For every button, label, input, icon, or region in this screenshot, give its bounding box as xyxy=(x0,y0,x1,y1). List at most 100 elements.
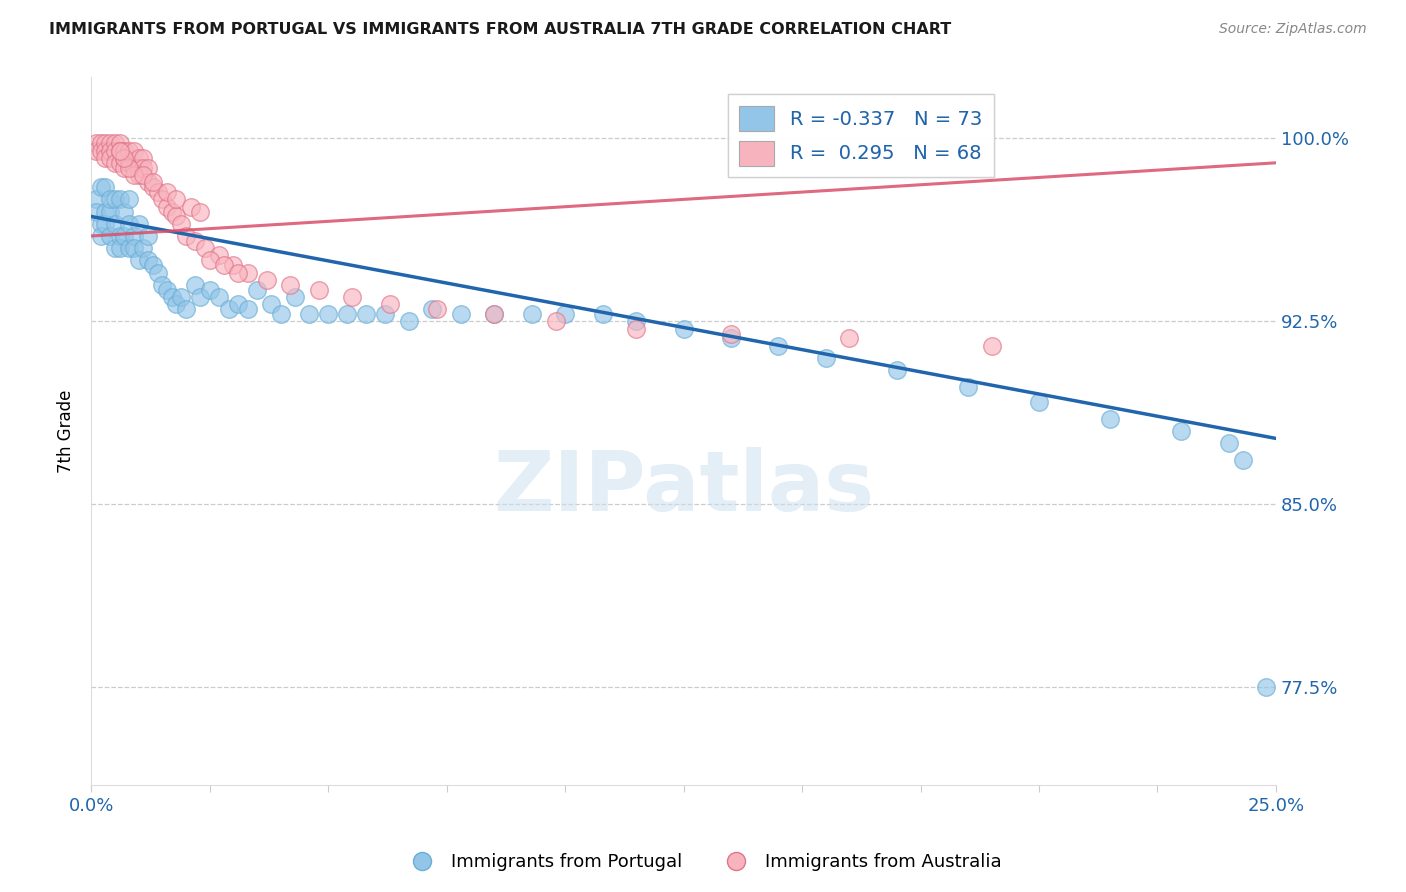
Point xyxy=(226,266,249,280)
Point xyxy=(136,161,159,175)
Point xyxy=(838,331,860,345)
Point xyxy=(624,314,647,328)
Point xyxy=(104,156,127,170)
Text: IMMIGRANTS FROM PORTUGAL VS IMMIGRANTS FROM AUSTRALIA 7TH GRADE CORRELATION CHAR: IMMIGRANTS FROM PORTUGAL VS IMMIGRANTS F… xyxy=(49,22,952,37)
Point xyxy=(118,217,141,231)
Point xyxy=(84,144,107,158)
Point xyxy=(184,277,207,292)
Point xyxy=(212,258,235,272)
Point xyxy=(112,229,135,244)
Point xyxy=(142,258,165,272)
Point xyxy=(128,151,150,165)
Point xyxy=(174,229,197,244)
Point xyxy=(720,326,742,341)
Point xyxy=(184,234,207,248)
Point xyxy=(104,144,127,158)
Point xyxy=(150,277,173,292)
Point xyxy=(166,297,188,311)
Point xyxy=(112,161,135,175)
Point xyxy=(160,290,183,304)
Point xyxy=(84,204,107,219)
Point xyxy=(118,241,141,255)
Point xyxy=(104,136,127,151)
Point xyxy=(886,363,908,377)
Point xyxy=(94,151,117,165)
Point xyxy=(1099,412,1122,426)
Point xyxy=(156,283,179,297)
Point xyxy=(768,339,790,353)
Legend: Immigrants from Portugal, Immigrants from Australia: Immigrants from Portugal, Immigrants fro… xyxy=(396,847,1010,879)
Point xyxy=(336,307,359,321)
Point xyxy=(174,302,197,317)
Point xyxy=(188,290,211,304)
Point xyxy=(222,258,245,272)
Point xyxy=(108,193,131,207)
Point xyxy=(450,307,472,321)
Point xyxy=(118,156,141,170)
Point xyxy=(122,241,145,255)
Point xyxy=(1256,680,1278,694)
Point xyxy=(260,297,283,311)
Point xyxy=(422,302,444,317)
Point xyxy=(136,229,159,244)
Point xyxy=(956,380,979,394)
Point xyxy=(278,277,301,292)
Point xyxy=(90,136,112,151)
Point xyxy=(108,156,131,170)
Point xyxy=(482,307,505,321)
Point xyxy=(104,193,127,207)
Point xyxy=(136,175,159,189)
Point xyxy=(122,144,145,158)
Point xyxy=(166,210,188,224)
Point xyxy=(142,180,165,194)
Point xyxy=(166,193,188,207)
Point xyxy=(194,241,217,255)
Point xyxy=(90,144,112,158)
Point xyxy=(198,253,221,268)
Point xyxy=(308,283,330,297)
Point xyxy=(218,302,240,317)
Point xyxy=(672,321,695,335)
Point xyxy=(170,217,193,231)
Point xyxy=(246,283,269,297)
Point xyxy=(1232,453,1254,467)
Point xyxy=(160,204,183,219)
Point xyxy=(98,229,121,244)
Point xyxy=(104,217,127,231)
Point xyxy=(256,273,278,287)
Point xyxy=(90,217,112,231)
Point xyxy=(270,307,292,321)
Point xyxy=(122,168,145,182)
Point xyxy=(426,302,449,317)
Point xyxy=(128,217,150,231)
Point xyxy=(624,321,647,335)
Point xyxy=(180,200,202,214)
Point xyxy=(1218,436,1240,450)
Point xyxy=(84,193,107,207)
Point xyxy=(170,290,193,304)
Point xyxy=(122,229,145,244)
Point xyxy=(132,161,155,175)
Point xyxy=(98,144,121,158)
Point xyxy=(188,204,211,219)
Text: ZIPatlas: ZIPatlas xyxy=(494,447,875,528)
Point xyxy=(398,314,420,328)
Point xyxy=(720,331,742,345)
Point xyxy=(128,168,150,182)
Point xyxy=(316,307,339,321)
Point xyxy=(208,290,231,304)
Point xyxy=(374,307,396,321)
Point xyxy=(108,136,131,151)
Point xyxy=(94,217,117,231)
Point xyxy=(112,151,135,165)
Point xyxy=(142,175,165,189)
Point xyxy=(94,180,117,194)
Point xyxy=(90,229,112,244)
Point xyxy=(112,144,135,158)
Point xyxy=(118,193,141,207)
Point xyxy=(482,307,505,321)
Point xyxy=(544,314,567,328)
Y-axis label: 7th Grade: 7th Grade xyxy=(58,390,75,473)
Point xyxy=(592,307,614,321)
Point xyxy=(1170,424,1192,438)
